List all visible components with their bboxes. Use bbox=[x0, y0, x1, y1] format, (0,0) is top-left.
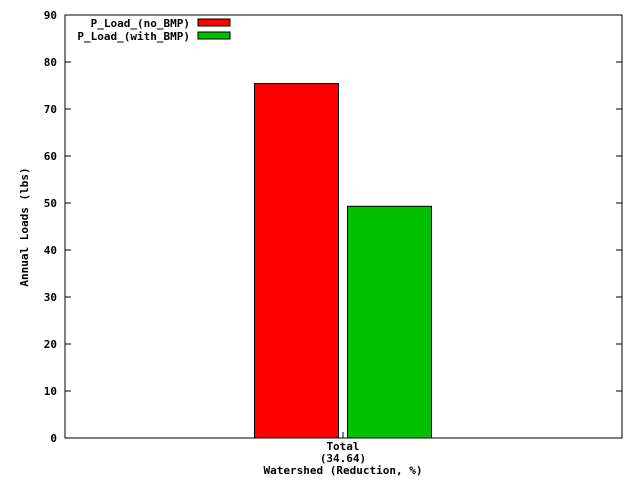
x-tick-label-sub: (34.64) bbox=[320, 452, 366, 465]
y-tick-label: 10 bbox=[44, 385, 57, 398]
bar-no-bmp bbox=[254, 83, 339, 439]
legend-label: P_Load_(no_BMP) bbox=[91, 17, 190, 30]
y-tick-label: 30 bbox=[44, 291, 57, 304]
legend-swatch bbox=[197, 18, 231, 27]
legend-label: P_Load_(with_BMP) bbox=[77, 30, 190, 43]
y-axis-ticks: 0 10 20 30 40 50 60 70 80 90 bbox=[44, 9, 622, 445]
x-axis-label: Watershed (Reduction, %) bbox=[264, 464, 423, 477]
y-tick-label: 90 bbox=[44, 9, 57, 22]
y-tick-label: 50 bbox=[44, 197, 57, 210]
x-axis-tick-labels: Total (34.64) bbox=[320, 440, 366, 465]
legend-swatch bbox=[197, 31, 231, 40]
y-tick-label: 0 bbox=[50, 432, 57, 445]
y-axis-label: Annual Loads (lbs) bbox=[18, 167, 31, 286]
legend: P_Load_(no_BMP) P_Load_(with_BMP) bbox=[77, 17, 231, 43]
y-tick-label: 80 bbox=[44, 56, 57, 69]
y-tick-label: 20 bbox=[44, 338, 57, 351]
y-tick-label: 60 bbox=[44, 150, 57, 163]
x-tick-label: Total bbox=[326, 440, 359, 453]
bar-with-bmp bbox=[347, 205, 432, 439]
bars bbox=[254, 83, 432, 439]
plot-frame bbox=[64, 14, 623, 439]
y-tick-label: 40 bbox=[44, 244, 57, 257]
y-tick-label: 70 bbox=[44, 103, 57, 116]
